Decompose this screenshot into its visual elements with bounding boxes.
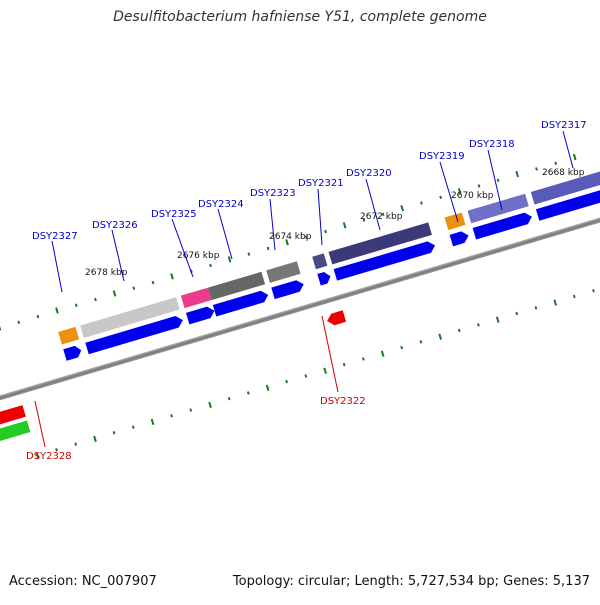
scale-tick bbox=[324, 368, 326, 374]
scale-tick bbox=[439, 334, 441, 340]
scale-tick bbox=[190, 409, 191, 412]
gene-arrow-dsy2319[interactable] bbox=[450, 230, 471, 247]
gene-label-dsy2322[interactable]: DSY2322 bbox=[320, 396, 366, 407]
scale-tick bbox=[478, 323, 479, 326]
scale-label: 2674 kbp bbox=[269, 232, 312, 242]
leader-dsy2317 bbox=[563, 131, 573, 168]
scale-label: 2670 kbp bbox=[451, 191, 494, 201]
leader-dsy2322 bbox=[322, 316, 338, 392]
genome-summary-text: Topology: circular; Length: 5,727,534 bp… bbox=[233, 574, 590, 589]
scale-tick bbox=[229, 256, 231, 262]
top-scale-ticks bbox=[0, 154, 576, 330]
annotation-bar-dsy2327[interactable] bbox=[58, 327, 79, 345]
scale-tick bbox=[75, 443, 76, 446]
scale-tick bbox=[401, 205, 403, 211]
scale-tick bbox=[344, 363, 345, 366]
scale-tick bbox=[305, 375, 306, 378]
gene-arrow-dsy2322[interactable] bbox=[325, 310, 346, 327]
scale-tick bbox=[133, 287, 134, 290]
scale-tick bbox=[229, 397, 230, 400]
annotation-bar-dsy2321[interactable] bbox=[312, 253, 327, 269]
annotation-bar-dsy2323[interactable] bbox=[266, 261, 300, 283]
leader-dsy2324 bbox=[218, 209, 232, 259]
leader-dsy2328 bbox=[35, 401, 45, 447]
gene-label-dsy2326[interactable]: DSY2326 bbox=[92, 220, 138, 231]
scale-tick bbox=[325, 230, 326, 233]
gene-label-dsy2320[interactable]: DSY2320 bbox=[346, 168, 392, 179]
scale-tick bbox=[18, 321, 19, 324]
scale-tick bbox=[420, 340, 421, 343]
accession-text: Accession: NC_007907 bbox=[9, 574, 157, 589]
scale-tick bbox=[76, 304, 77, 307]
gene-label-dsy2327[interactable]: DSY2327 bbox=[32, 231, 78, 242]
scale-tick bbox=[536, 167, 537, 170]
scale-tick bbox=[382, 351, 384, 357]
leader-dsy2327 bbox=[52, 241, 62, 292]
scale-tick bbox=[344, 222, 346, 228]
gene-arrow-dsy2321[interactable] bbox=[317, 271, 332, 286]
scale-tick bbox=[133, 426, 134, 429]
scale-tick bbox=[94, 436, 96, 442]
scale-tick bbox=[497, 317, 499, 323]
gene-label-dsy2324[interactable]: DSY2324 bbox=[198, 199, 244, 210]
scale-tick bbox=[152, 419, 154, 425]
gene-label-dsy2319[interactable]: DSY2319 bbox=[419, 151, 465, 162]
scale-tick bbox=[38, 315, 39, 318]
gene-arrow-dsy2327[interactable] bbox=[63, 344, 83, 360]
gene-arrow-dsy2323[interactable] bbox=[271, 279, 305, 300]
scale-tick bbox=[209, 402, 211, 408]
scale-tick bbox=[267, 385, 269, 391]
scale-tick bbox=[153, 281, 154, 284]
leader-dsy2318 bbox=[488, 150, 502, 210]
scale-tick bbox=[401, 346, 402, 349]
gene-labels-bottom: DSY2322 DSY2328 bbox=[26, 396, 366, 462]
leader-dsy2321 bbox=[318, 189, 322, 245]
scale-tick bbox=[114, 291, 116, 297]
annotation-bar-dsy2319[interactable] bbox=[445, 212, 466, 230]
scale-tick bbox=[210, 264, 211, 267]
leader-dsy2320 bbox=[366, 179, 380, 230]
scale-tick bbox=[554, 300, 556, 306]
gene-label-dsy2317[interactable]: DSY2317 bbox=[541, 120, 587, 131]
scale-tick bbox=[479, 185, 480, 188]
scale-tick bbox=[286, 380, 287, 383]
scale-tick bbox=[114, 431, 115, 434]
annotation-bar-dsy2328[interactable] bbox=[0, 421, 30, 443]
scale-label: 2676 kbp bbox=[177, 251, 220, 261]
scale-tick bbox=[536, 306, 537, 309]
scale-tick bbox=[516, 312, 517, 315]
scale-tick bbox=[574, 295, 575, 298]
scale-tick bbox=[56, 308, 58, 314]
leader-dsy2323 bbox=[270, 199, 275, 250]
scale-tick bbox=[363, 357, 364, 360]
scale-label: 2672 kbp bbox=[360, 212, 403, 222]
gene-label-dsy2328[interactable]: DSY2328 bbox=[26, 451, 72, 462]
annotation-bar-dsy2325[interactable] bbox=[181, 288, 212, 308]
scale-tick bbox=[516, 171, 518, 177]
leader-dsy2325 bbox=[172, 219, 193, 277]
scale-tick bbox=[498, 179, 499, 182]
scale-tick bbox=[95, 298, 96, 301]
scale-tick bbox=[171, 273, 173, 279]
gene-label-dsy2323[interactable]: DSY2323 bbox=[250, 188, 296, 199]
scale-tick bbox=[459, 329, 460, 332]
scale-tick bbox=[421, 202, 422, 205]
scale-tick bbox=[248, 253, 249, 256]
scale-tick bbox=[248, 392, 249, 395]
scale-label: 2668 kbp bbox=[542, 168, 585, 178]
scale-tick bbox=[593, 289, 594, 292]
scale-tick bbox=[171, 414, 172, 417]
gene-label-dsy2318[interactable]: DSY2318 bbox=[469, 139, 515, 150]
gene-label-dsy2321[interactable]: DSY2321 bbox=[298, 178, 344, 189]
map-title: Desulfitobacterium hafniense Y51, comple… bbox=[0, 9, 600, 25]
scale-tick bbox=[268, 247, 269, 250]
gene-label-dsy2325[interactable]: DSY2325 bbox=[151, 209, 197, 220]
scale-tick bbox=[574, 154, 576, 160]
scale-tick bbox=[440, 196, 441, 199]
gene-arrow-dsy2325[interactable] bbox=[186, 305, 216, 324]
scale-tick bbox=[555, 162, 556, 165]
forward-cds-track bbox=[63, 184, 600, 361]
